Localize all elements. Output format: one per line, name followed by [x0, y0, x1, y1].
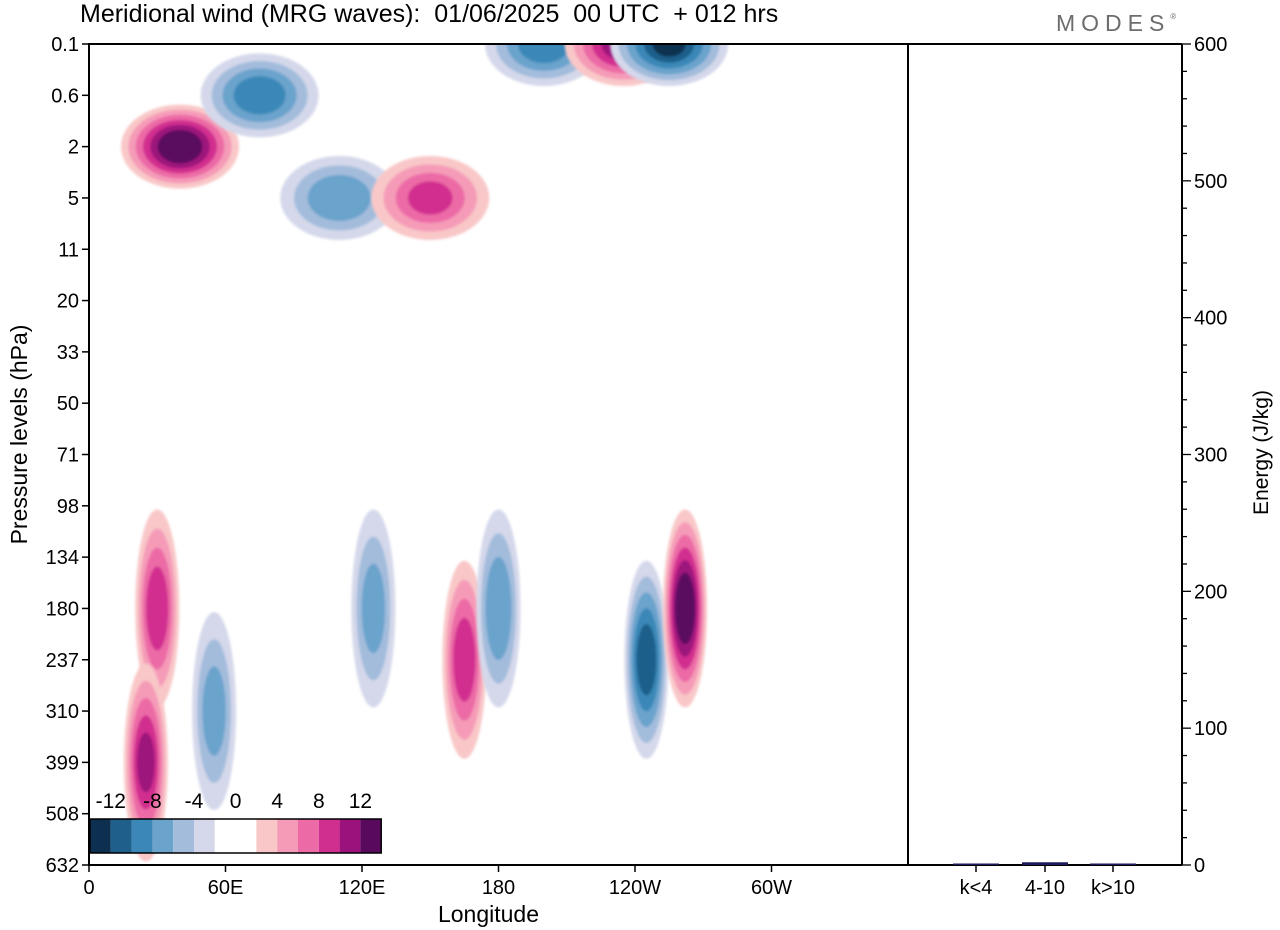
colorbar-label: -12: [96, 790, 126, 813]
colorbar-swatch: [194, 819, 215, 853]
wind-feature-14: [663, 509, 708, 708]
x-tick-label: 60E: [208, 877, 244, 899]
y-tick-label: 20: [57, 291, 79, 313]
wind-feature-2: [280, 155, 399, 240]
colorbar-swatch: [235, 819, 257, 853]
wind-feature-1: [200, 53, 319, 138]
colorbar-label: 8: [313, 790, 325, 813]
colorbar-swatch: [298, 819, 319, 853]
colorbar-swatch: [339, 819, 361, 853]
energy-category-label: 4-10: [1025, 877, 1065, 899]
colorbar-swatch: [110, 819, 132, 853]
contour-level: [165, 135, 195, 159]
wind-feature-13: [624, 560, 669, 759]
energy-tick-label: 600: [1194, 34, 1227, 56]
wind-feature-9: [192, 612, 237, 811]
contour-level: [361, 563, 386, 654]
colorbar-swatch: [277, 819, 298, 853]
colorbar-label: 4: [271, 790, 283, 813]
y-tick-label: 0.1: [51, 34, 79, 56]
contour-level: [307, 174, 371, 221]
colorbar-swatch: [173, 819, 194, 853]
colorbar-frame: [89, 818, 382, 854]
y-tick-label: 50: [57, 393, 79, 415]
colorbar-swatch: [90, 819, 111, 853]
contour-level: [652, 44, 686, 57]
energy-bar-0: [953, 863, 999, 865]
y-tick-label: 180: [46, 598, 79, 620]
colorbar-label: 0: [230, 790, 242, 813]
x-tick-label: 180: [482, 877, 515, 899]
colorbar-swatch: [131, 819, 153, 853]
x-axis-label: Longitude: [438, 901, 539, 927]
colorbar-swatch: [214, 819, 236, 853]
contour-level: [407, 181, 453, 215]
energy-tick-label: 300: [1194, 445, 1227, 467]
energy-bar-2: [1090, 863, 1136, 865]
heatmap-plot: [89, 44, 908, 865]
contour-level: [518, 44, 570, 64]
contour-level: [677, 585, 693, 632]
colorbar-label: -8: [143, 790, 162, 813]
energy-category-label: k>10: [1091, 877, 1135, 899]
contour-level: [233, 76, 286, 115]
wind-feature-0: [121, 104, 239, 189]
x-tick-label: 60W: [751, 877, 792, 899]
y-tick-label: 98: [57, 496, 79, 518]
colorbar-swatch: [318, 819, 340, 853]
y-tick-label: 33: [57, 342, 79, 364]
y-tick-label: 508: [46, 804, 79, 826]
wind-feature-12: [476, 509, 521, 708]
colorbar-swatch: [152, 819, 174, 853]
modes-logo: MODES®: [1056, 10, 1177, 36]
energy-bar-panel: 0 100 200 300 400 500 600 Energy (J/kg) k<4 4-10 k…: [908, 34, 1273, 899]
colorbar: -12 -8 -4 0 4 8 12: [89, 790, 382, 854]
contour-level: [636, 624, 657, 696]
x-tick-label: 0: [83, 877, 94, 899]
energy-tick-label: 500: [1194, 171, 1227, 193]
wind-feature-3: [371, 155, 490, 240]
energy-tick-label: 0: [1194, 855, 1205, 877]
y-tick-label: 2: [68, 137, 79, 159]
contour-level: [136, 732, 155, 793]
chart-title: Meridional wind (MRG waves): 01/06/2025 …: [80, 0, 779, 28]
wind-feature-6: [610, 44, 729, 86]
axes: 0.1 0.6 2 5 11 20 33 50 71 98 134 180 237 310 399 508 63…: [6, 34, 909, 927]
energy-axis-label: Energy (J/kg): [1250, 390, 1273, 515]
wind-feature-8: [123, 663, 168, 862]
contour-level: [146, 566, 169, 651]
contour-level: [202, 666, 226, 756]
y-tick-label: 11: [58, 239, 79, 261]
colorbar-label: -4: [185, 790, 204, 813]
y-tick-label: 0.6: [51, 85, 79, 107]
y-tick-label: 632: [46, 855, 79, 877]
wind-feature-10: [351, 509, 396, 708]
y-tick-label: 134: [46, 547, 79, 569]
energy-tick-label: 100: [1194, 718, 1227, 740]
y-tick-label: 310: [46, 701, 79, 723]
contour-level: [453, 617, 476, 702]
contour-level: [485, 556, 512, 660]
colorbar-swatch: [256, 819, 278, 853]
energy-bar-1: [1022, 862, 1068, 865]
energy-category-label: k<4: [960, 877, 993, 899]
colorbar-label: 12: [349, 790, 372, 813]
y-tick-label: 71: [57, 445, 79, 467]
y-tick-label: 237: [46, 650, 79, 672]
energy-tick-label: 400: [1194, 308, 1227, 330]
y-tick-label: 399: [46, 752, 79, 774]
y-tick-label: 5: [68, 188, 79, 210]
x-tick-label: 120E: [339, 877, 386, 899]
wind-feature-11: [442, 560, 487, 759]
energy-tick-label: 200: [1194, 581, 1227, 603]
y-axis-label: Pressure levels (hPa): [6, 325, 32, 545]
x-tick-label: 120W: [609, 877, 661, 899]
colorbar-swatch: [360, 819, 382, 853]
wind-feature-7: [135, 509, 180, 708]
